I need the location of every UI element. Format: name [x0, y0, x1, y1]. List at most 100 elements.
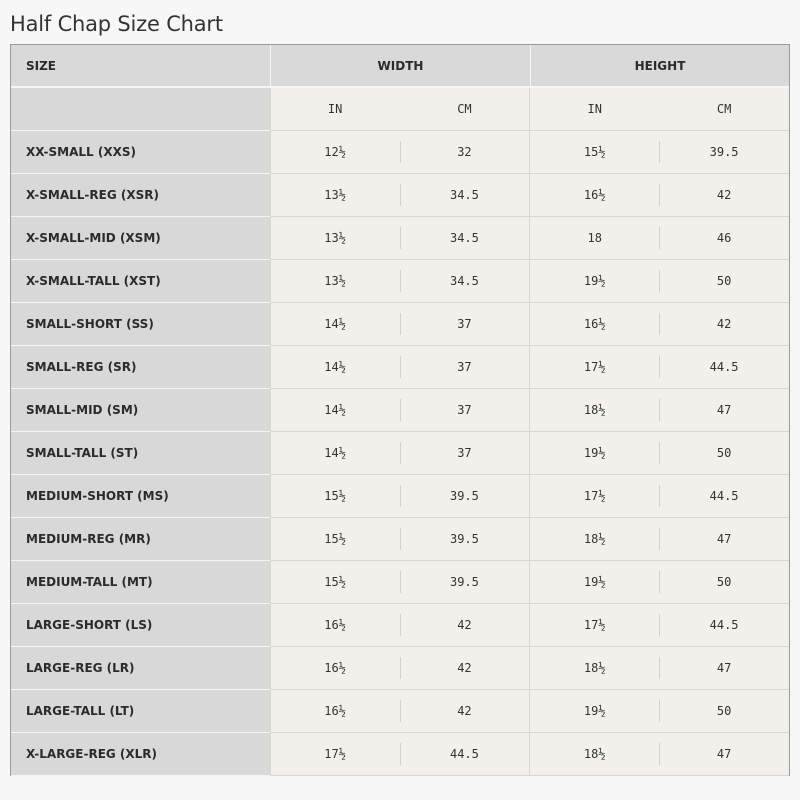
width-group-header: WIDTH	[270, 45, 530, 88]
table-body: XX-SMALL (XXS) 12½ 32 15½ 39.5 X-SMALL-REG (X…	[11, 131, 789, 776]
height-in-value: 18½	[529, 647, 660, 690]
table-row: X-SMALL-MID (XSM) 13½ 34.5 18 46	[11, 217, 789, 260]
width-in-value: 14½	[269, 432, 400, 475]
height-cm-value: 47	[659, 647, 789, 690]
width-in-value: 15½	[269, 518, 400, 561]
table-row: LARGE-SHORT (LS) 16½ 42 17½ 44.5	[11, 604, 789, 647]
table-row: SMALL-SHORT (SS) 14½ 37 16½ 42	[11, 303, 789, 346]
height-cm-value: 46	[659, 217, 789, 260]
height-in-value: 16½	[529, 174, 660, 217]
unit-header-row: IN CM IN CM	[11, 88, 789, 131]
table-row: X-SMALL-REG (XSR) 13½ 34.5 16½ 42	[11, 174, 789, 217]
height-in-header: IN	[529, 88, 660, 131]
width-cm-value: 34.5	[399, 260, 530, 303]
height-in-value: 17½	[529, 475, 660, 518]
width-cm-value: 44.5	[399, 733, 530, 776]
width-in-value: 17½	[269, 733, 400, 776]
height-in-value: 17½	[529, 604, 660, 647]
height-cm-value: 47	[659, 518, 789, 561]
size-label: LARGE-REG (LR)	[11, 647, 270, 690]
width-cm-value: 34.5	[399, 174, 530, 217]
width-cm-value: 39.5	[399, 561, 530, 604]
size-column-header: SIZE	[11, 45, 270, 88]
height-in-value: 19½	[529, 561, 660, 604]
height-in-value: 18½	[529, 733, 660, 776]
size-label: SMALL-SHORT (SS)	[11, 303, 270, 346]
width-in-value: 16½	[269, 604, 400, 647]
table-row: X-SMALL-TALL (XST) 13½ 34.5 19½ 50	[11, 260, 789, 303]
table-row: XX-SMALL (XXS) 12½ 32 15½ 39.5	[11, 131, 789, 174]
width-cm-value: 37	[399, 346, 530, 389]
width-in-value: 15½	[269, 475, 400, 518]
width-in-value: 13½	[269, 260, 400, 303]
table-row: MEDIUM-SHORT (MS) 15½ 39.5 17½ 44.5	[11, 475, 789, 518]
table-row: SMALL-MID (SM) 14½ 37 18½ 47	[11, 389, 789, 432]
width-cm-value: 37	[399, 303, 530, 346]
width-in-value: 13½	[269, 217, 400, 260]
height-cm-value: 50	[659, 432, 789, 475]
size-label: MEDIUM-TALL (MT)	[11, 561, 270, 604]
width-cm-value: 39.5	[399, 518, 530, 561]
size-label: X-SMALL-TALL (XST)	[11, 260, 270, 303]
width-in-header: IN	[269, 88, 400, 131]
width-in-value: 16½	[269, 690, 400, 733]
height-in-value: 15½	[529, 131, 660, 174]
table-row: SMALL-TALL (ST) 14½ 37 19½ 50	[11, 432, 789, 475]
table-row: SMALL-REG (SR) 14½ 37 17½ 44.5	[11, 346, 789, 389]
table-row: MEDIUM-REG (MR) 15½ 39.5 18½ 47	[11, 518, 789, 561]
height-in-value: 19½	[529, 690, 660, 733]
height-in-value: 19½	[529, 260, 660, 303]
size-label: LARGE-TALL (LT)	[11, 690, 270, 733]
width-in-value: 14½	[269, 303, 400, 346]
height-cm-value: 44.5	[659, 475, 789, 518]
width-cm-value: 37	[399, 432, 530, 475]
page-title: Half Chap Size Chart	[10, 12, 223, 36]
height-cm-value: 42	[659, 174, 789, 217]
width-cm-value: 34.5	[399, 217, 530, 260]
table-row: MEDIUM-TALL (MT) 15½ 39.5 19½ 50	[11, 561, 789, 604]
size-column-spacer	[11, 88, 270, 131]
size-label: X-SMALL-REG (XSR)	[11, 174, 270, 217]
size-label: LARGE-SHORT (LS)	[11, 604, 270, 647]
height-cm-value: 47	[659, 733, 789, 776]
size-label: X-LARGE-REG (XLR)	[11, 733, 270, 776]
height-in-value: 18½	[529, 518, 660, 561]
size-label: X-SMALL-MID (XSM)	[11, 217, 270, 260]
height-in-value: 18½	[529, 389, 660, 432]
height-cm-value: 39.5	[659, 131, 789, 174]
width-cm-value: 39.5	[399, 475, 530, 518]
height-cm-header: CM	[659, 88, 789, 131]
width-in-value: 14½	[269, 346, 400, 389]
table-row: LARGE-REG (LR) 16½ 42 18½ 47	[11, 647, 789, 690]
size-label: MEDIUM-SHORT (MS)	[11, 475, 270, 518]
size-label: XX-SMALL (XXS)	[11, 131, 270, 174]
height-in-value: 16½	[529, 303, 660, 346]
width-in-value: 14½	[269, 389, 400, 432]
size-label: SMALL-TALL (ST)	[11, 432, 270, 475]
width-in-value: 13½	[269, 174, 400, 217]
table-header-row: SIZE WIDTH HEIGHT	[11, 45, 789, 88]
height-cm-value: 42	[659, 303, 789, 346]
height-cm-value: 44.5	[659, 604, 789, 647]
height-in-value: 19½	[529, 432, 660, 475]
size-label: SMALL-MID (SM)	[11, 389, 270, 432]
height-group-header: HEIGHT	[530, 45, 789, 88]
height-cm-value: 44.5	[659, 346, 789, 389]
width-cm-value: 42	[399, 604, 530, 647]
height-in-value: 18	[529, 217, 660, 260]
height-cm-value: 50	[659, 690, 789, 733]
size-label: SMALL-REG (SR)	[11, 346, 270, 389]
width-cm-value: 42	[399, 690, 530, 733]
width-cm-value: 42	[399, 647, 530, 690]
table-row: X-LARGE-REG (XLR) 17½ 44.5 18½ 47	[11, 733, 789, 776]
height-cm-value: 47	[659, 389, 789, 432]
size-label: MEDIUM-REG (MR)	[11, 518, 270, 561]
width-cm-value: 37	[399, 389, 530, 432]
width-cm-value: 32	[399, 131, 530, 174]
size-chart-table: SIZE WIDTH HEIGHT IN CM IN CM XX-SMALL (…	[10, 44, 790, 776]
height-in-value: 17½	[529, 346, 660, 389]
width-cm-header: CM	[399, 88, 530, 131]
width-in-value: 16½	[269, 647, 400, 690]
width-in-value: 12½	[269, 131, 400, 174]
table-row: LARGE-TALL (LT) 16½ 42 19½ 50	[11, 690, 789, 733]
